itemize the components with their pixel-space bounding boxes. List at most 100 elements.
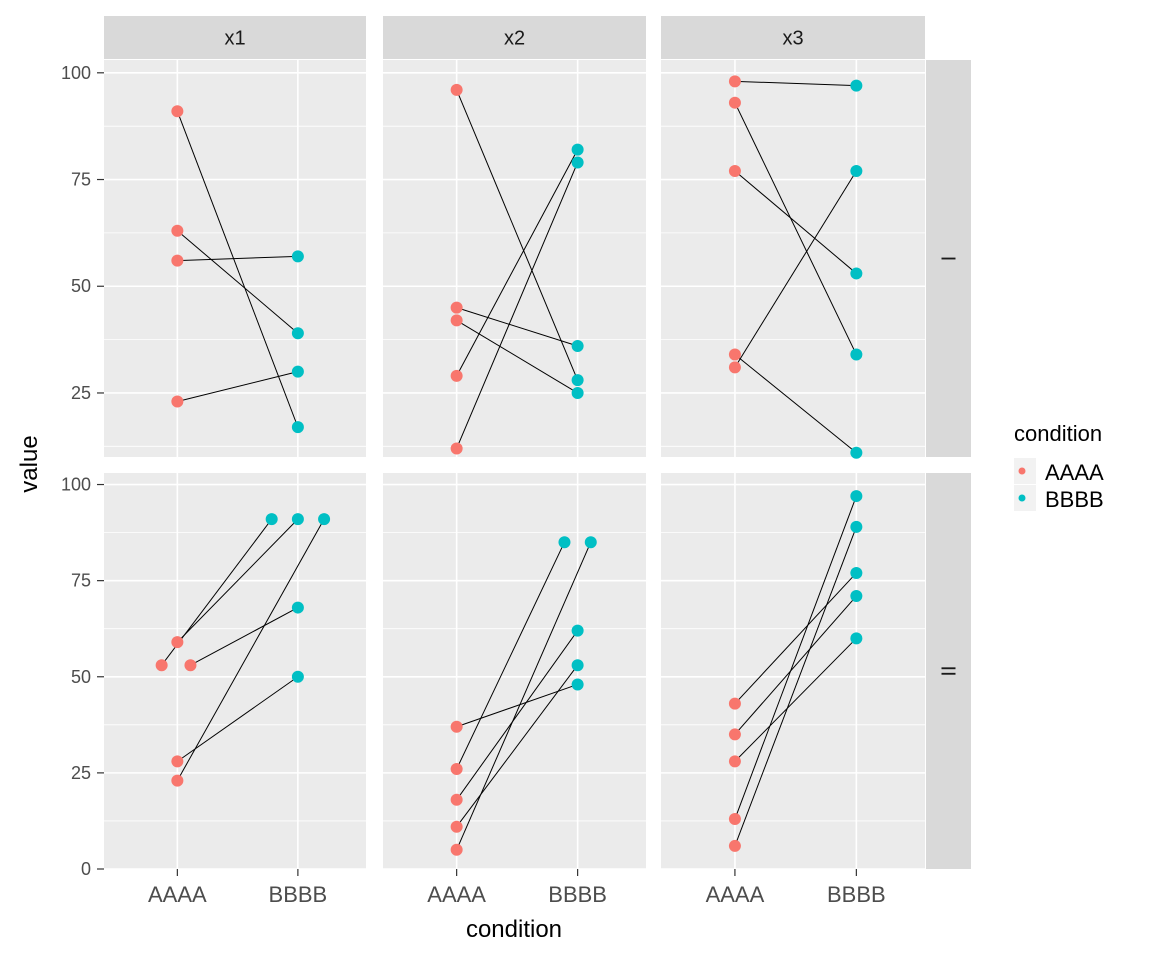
pair-line (734, 354, 857, 454)
x-tick-label: AAAA (706, 882, 765, 907)
panel-x3-I (661, 60, 925, 459)
panel-x2-II (383, 473, 646, 870)
point-aaaa (728, 348, 741, 361)
point-aaaa (450, 793, 463, 806)
point-aaaa (450, 369, 463, 382)
legend-key-bbbb (1018, 494, 1026, 502)
point-bbbb (571, 374, 584, 387)
point-bbbb (850, 348, 863, 361)
point-aaaa (171, 395, 184, 408)
point-aaaa (450, 763, 463, 776)
panel-background (383, 60, 646, 457)
point-bbbb (291, 670, 304, 683)
y-tick-label: 100 (61, 63, 91, 83)
point-aaaa (171, 636, 184, 649)
y-axis-title: value (16, 435, 43, 492)
point-aaaa (728, 361, 741, 374)
axes-layer: 25 50 75 100 0 25 50 75 100 AAAA BBBB AAAA BBBB AAAA B… (61, 63, 886, 907)
strip-row-label-II: II (937, 665, 959, 676)
point-bbbb (291, 421, 304, 434)
point-aaaa (728, 813, 741, 826)
strip-x1 (104, 16, 366, 59)
point-aaaa (728, 839, 741, 852)
x-tick-label: BBBB (269, 882, 328, 907)
y-tick-label: 75 (71, 571, 91, 591)
y-tick-label: 50 (71, 276, 91, 296)
pair-line (456, 319, 578, 394)
legend-label-aaaa: AAAA (1045, 460, 1104, 485)
point-bbbb (850, 590, 863, 603)
point-bbbb (571, 659, 584, 672)
point-bbbb (850, 632, 863, 645)
panel-background (661, 60, 925, 457)
pair-line (456, 307, 578, 347)
point-bbbb (850, 490, 863, 503)
pair-line (177, 676, 299, 762)
strip-label-x3: x3 (782, 28, 803, 50)
point-aaaa (728, 697, 741, 710)
x-tick-label: AAAA (427, 882, 486, 907)
x-tick-label: BBBB (548, 882, 607, 907)
pair-line (456, 149, 579, 377)
point-aaaa (728, 755, 741, 768)
point-aaaa (728, 96, 741, 109)
point-aaaa (450, 843, 463, 856)
pair-line (456, 162, 579, 449)
x-tick-label: AAAA (148, 882, 207, 907)
point-bbbb (571, 340, 584, 353)
point-bbbb (291, 365, 304, 378)
pair-line (734, 170, 857, 368)
point-bbbb (291, 327, 304, 340)
y-tick-label: 0 (81, 859, 91, 879)
panel-background (104, 473, 366, 869)
pair-line (734, 80, 857, 87)
point-bbbb (571, 678, 584, 691)
y-tick-label: 25 (71, 383, 91, 403)
pair-line (734, 637, 857, 762)
point-bbbb (571, 386, 584, 399)
point-aaaa (728, 164, 741, 177)
y-tick-label: 25 (71, 763, 91, 783)
point-aaaa (171, 774, 184, 787)
pair-line (456, 89, 579, 381)
panel-x1-II (104, 473, 366, 870)
point-aaaa (450, 820, 463, 833)
x-axis-title: condition (466, 916, 562, 943)
point-bbbb (318, 513, 331, 526)
y-tick-label: 100 (61, 475, 91, 495)
point-aaaa (171, 755, 184, 768)
point-bbbb (584, 536, 597, 549)
strip-x2 (383, 16, 646, 59)
point-bbbb (571, 156, 584, 169)
legend: condition AAAA BBBB (1014, 421, 1104, 512)
point-aaaa (155, 659, 168, 672)
point-aaaa (450, 720, 463, 733)
pair-line (177, 230, 299, 334)
point-aaaa (450, 314, 463, 327)
point-bbbb (850, 79, 863, 92)
pair-line (456, 630, 579, 801)
point-bbbb (265, 513, 278, 526)
pair-line (190, 607, 299, 666)
panel-x1-I (104, 60, 366, 457)
panel-x3-II (661, 473, 925, 870)
pair-line (734, 170, 857, 274)
point-bbbb (850, 267, 863, 280)
strip-row-II (926, 473, 971, 869)
point-aaaa (728, 728, 741, 741)
pair-line (734, 526, 857, 847)
strip-row-I (926, 60, 971, 457)
strip-label-x1: x1 (224, 28, 245, 50)
strip-x3 (661, 16, 925, 59)
pair-line (176, 518, 325, 781)
pair-line (177, 255, 298, 262)
y-tick-label: 50 (71, 667, 91, 687)
point-bbbb (291, 513, 304, 526)
point-bbbb (850, 164, 863, 177)
point-aaaa (171, 105, 184, 118)
point-bbbb (850, 566, 863, 579)
point-bbbb (850, 520, 863, 533)
pair-line (734, 595, 857, 735)
